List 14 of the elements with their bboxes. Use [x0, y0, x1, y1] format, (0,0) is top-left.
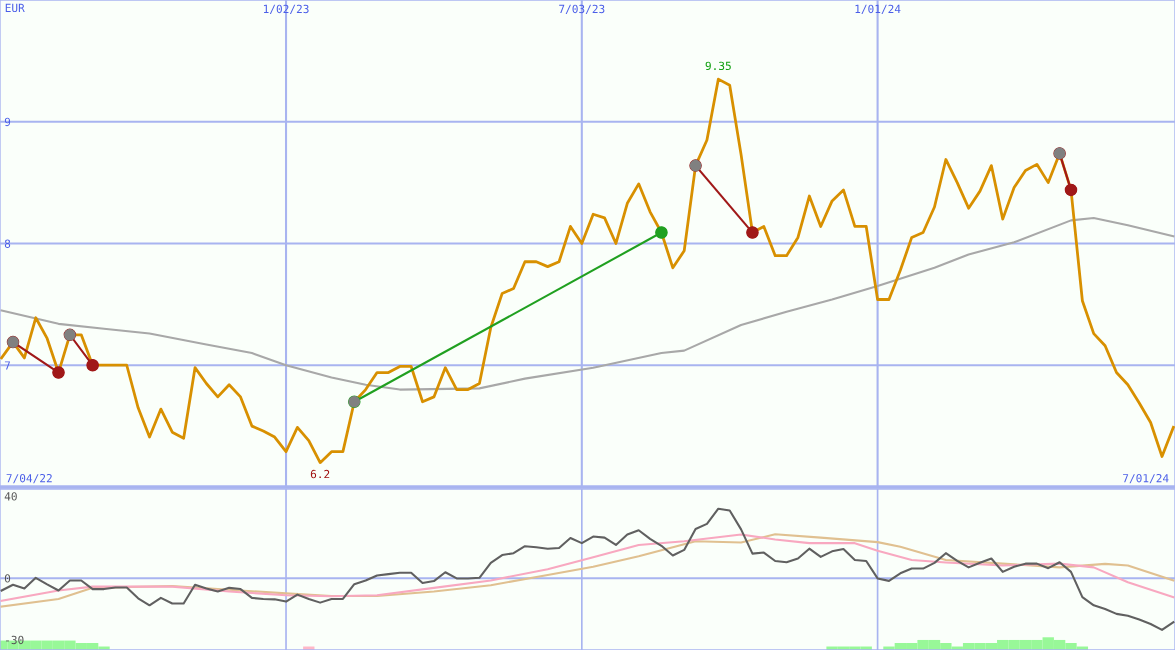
annotation: 9.35	[705, 61, 731, 71]
y-tick-label: 7	[4, 361, 11, 370]
annotation: 7/04/22	[6, 473, 52, 484]
y-tick-label: -30	[6, 635, 24, 645]
x-tick-label: 1/02/23	[263, 4, 309, 14]
annotation: 6.2	[310, 469, 330, 479]
y-tick-label: 0	[4, 574, 11, 583]
x-tick-label: 1/01/24	[855, 4, 901, 14]
annotation: 7/01/24	[1123, 473, 1169, 484]
y-axis-title: EUR	[5, 3, 25, 13]
y-tick-label: 9	[4, 117, 11, 127]
y-tick-label: 8	[4, 239, 11, 248]
x-tick-label: 7/03/23	[559, 4, 605, 14]
y-tick-label: 40	[4, 492, 17, 501]
